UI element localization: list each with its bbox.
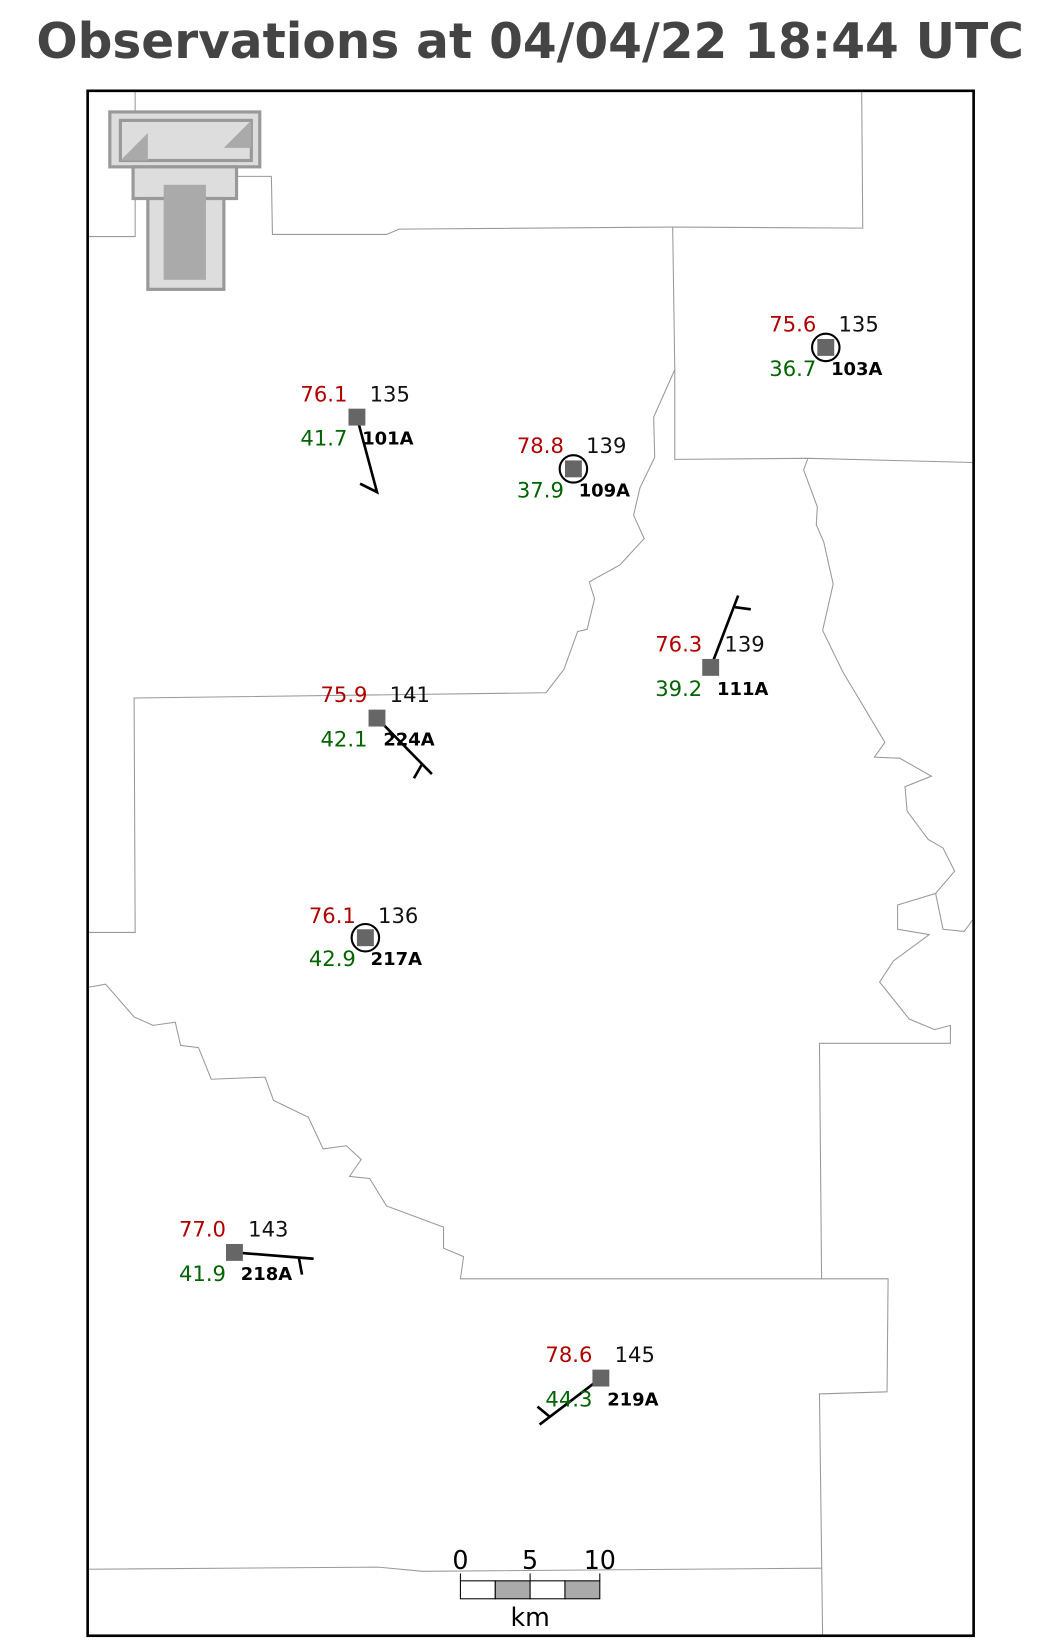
dewpoint: 41.9 bbox=[179, 1261, 226, 1286]
wind-barbs bbox=[234, 416, 751, 1426]
scale-label: 10 bbox=[584, 1545, 616, 1575]
scale-label: 5 bbox=[522, 1545, 538, 1575]
station: 76.1 135 41.7 101A bbox=[300, 381, 413, 450]
temperature: 75.9 bbox=[320, 682, 367, 707]
station-value: 139 bbox=[724, 632, 764, 657]
station-marker bbox=[592, 1369, 610, 1387]
temperature: 78.6 bbox=[545, 1342, 592, 1367]
station-marker bbox=[225, 1243, 243, 1261]
station-marker bbox=[348, 408, 366, 426]
station-id: 218A bbox=[241, 1264, 292, 1285]
temperature: 76.3 bbox=[655, 632, 702, 657]
station-id: 109A bbox=[579, 480, 630, 501]
station-marker bbox=[356, 929, 374, 947]
station-id: 103A bbox=[831, 359, 882, 380]
station: 75.9 141 42.1 224A bbox=[320, 682, 434, 751]
station: 78.6 145 44.3 219A bbox=[545, 1342, 658, 1411]
station: 75.6 135 36.7 103A bbox=[769, 312, 882, 381]
station: 76.3 139 39.2 111A bbox=[655, 632, 768, 701]
temperature: 78.8 bbox=[517, 433, 564, 458]
station-value: 135 bbox=[370, 381, 410, 406]
station-id: 111A bbox=[717, 679, 768, 700]
dewpoint: 39.2 bbox=[655, 676, 702, 701]
station-marker bbox=[817, 338, 835, 356]
dewpoint: 36.7 bbox=[769, 356, 816, 381]
station-id: 219A bbox=[607, 1390, 658, 1411]
dewpoint: 41.7 bbox=[300, 426, 347, 451]
station-marker bbox=[564, 460, 582, 478]
station-id: 217A bbox=[371, 949, 422, 970]
station: 77.0 143 41.9 218A bbox=[179, 1217, 292, 1286]
scale-label: 0 bbox=[452, 1545, 468, 1575]
station-marker bbox=[702, 658, 720, 676]
station-id: 224A bbox=[383, 730, 434, 751]
temperature: 76.1 bbox=[300, 381, 347, 406]
temperature: 77.0 bbox=[179, 1217, 226, 1242]
station-value: 145 bbox=[615, 1342, 655, 1367]
station-value: 136 bbox=[378, 903, 418, 928]
scale-unit: km bbox=[510, 1602, 549, 1632]
station-value: 139 bbox=[586, 433, 626, 458]
station-marker bbox=[368, 709, 386, 727]
dewpoint: 44.3 bbox=[545, 1387, 592, 1412]
station-value: 141 bbox=[390, 682, 430, 707]
station-value: 143 bbox=[248, 1217, 288, 1242]
title: Observations at 04/04/22 18:44 UTC bbox=[36, 14, 1024, 70]
dewpoint: 37.9 bbox=[517, 477, 564, 502]
map-frame bbox=[86, 89, 975, 1638]
dewpoint: 42.9 bbox=[309, 946, 356, 971]
station: 76.1 136 42.9 217A bbox=[309, 903, 422, 971]
temperature: 75.6 bbox=[769, 312, 816, 337]
logo bbox=[108, 110, 262, 291]
dewpoint: 42.1 bbox=[320, 727, 367, 752]
station: 78.8 139 37.9 109A bbox=[517, 433, 630, 502]
station-id: 101A bbox=[362, 429, 413, 450]
scale-bar: 0 5 10 km bbox=[452, 1545, 616, 1632]
temperature: 76.1 bbox=[309, 903, 356, 928]
station-value: 135 bbox=[838, 312, 878, 337]
